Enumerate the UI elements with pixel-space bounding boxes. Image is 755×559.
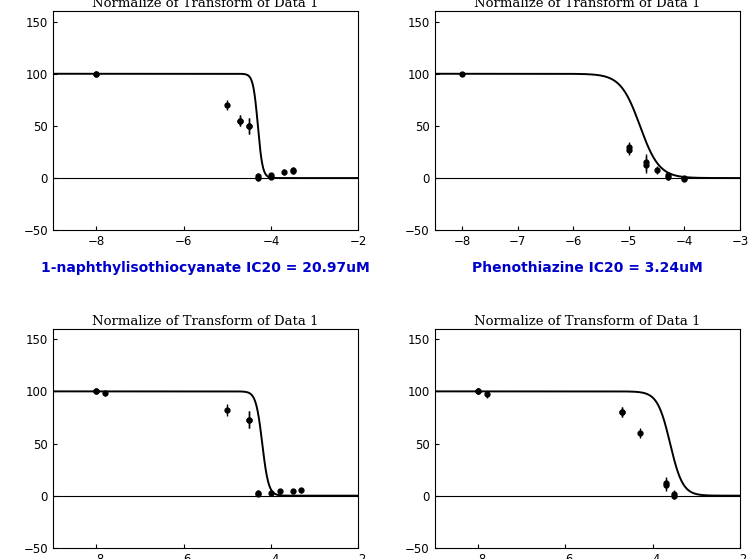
Title: Normalize of Transform of Data 1: Normalize of Transform of Data 1 [474, 315, 701, 328]
Title: Normalize of Transform of Data 1: Normalize of Transform of Data 1 [92, 0, 319, 10]
Title: Normalize of Transform of Data 1: Normalize of Transform of Data 1 [92, 315, 319, 328]
Text: 1-naphthylisothiocyanate IC20 = 20.97uM: 1-naphthylisothiocyanate IC20 = 20.97uM [42, 261, 370, 275]
Title: Normalize of Transform of Data 1: Normalize of Transform of Data 1 [474, 0, 701, 10]
Text: Phenothiazine IC20 = 3.24uM: Phenothiazine IC20 = 3.24uM [472, 261, 703, 275]
